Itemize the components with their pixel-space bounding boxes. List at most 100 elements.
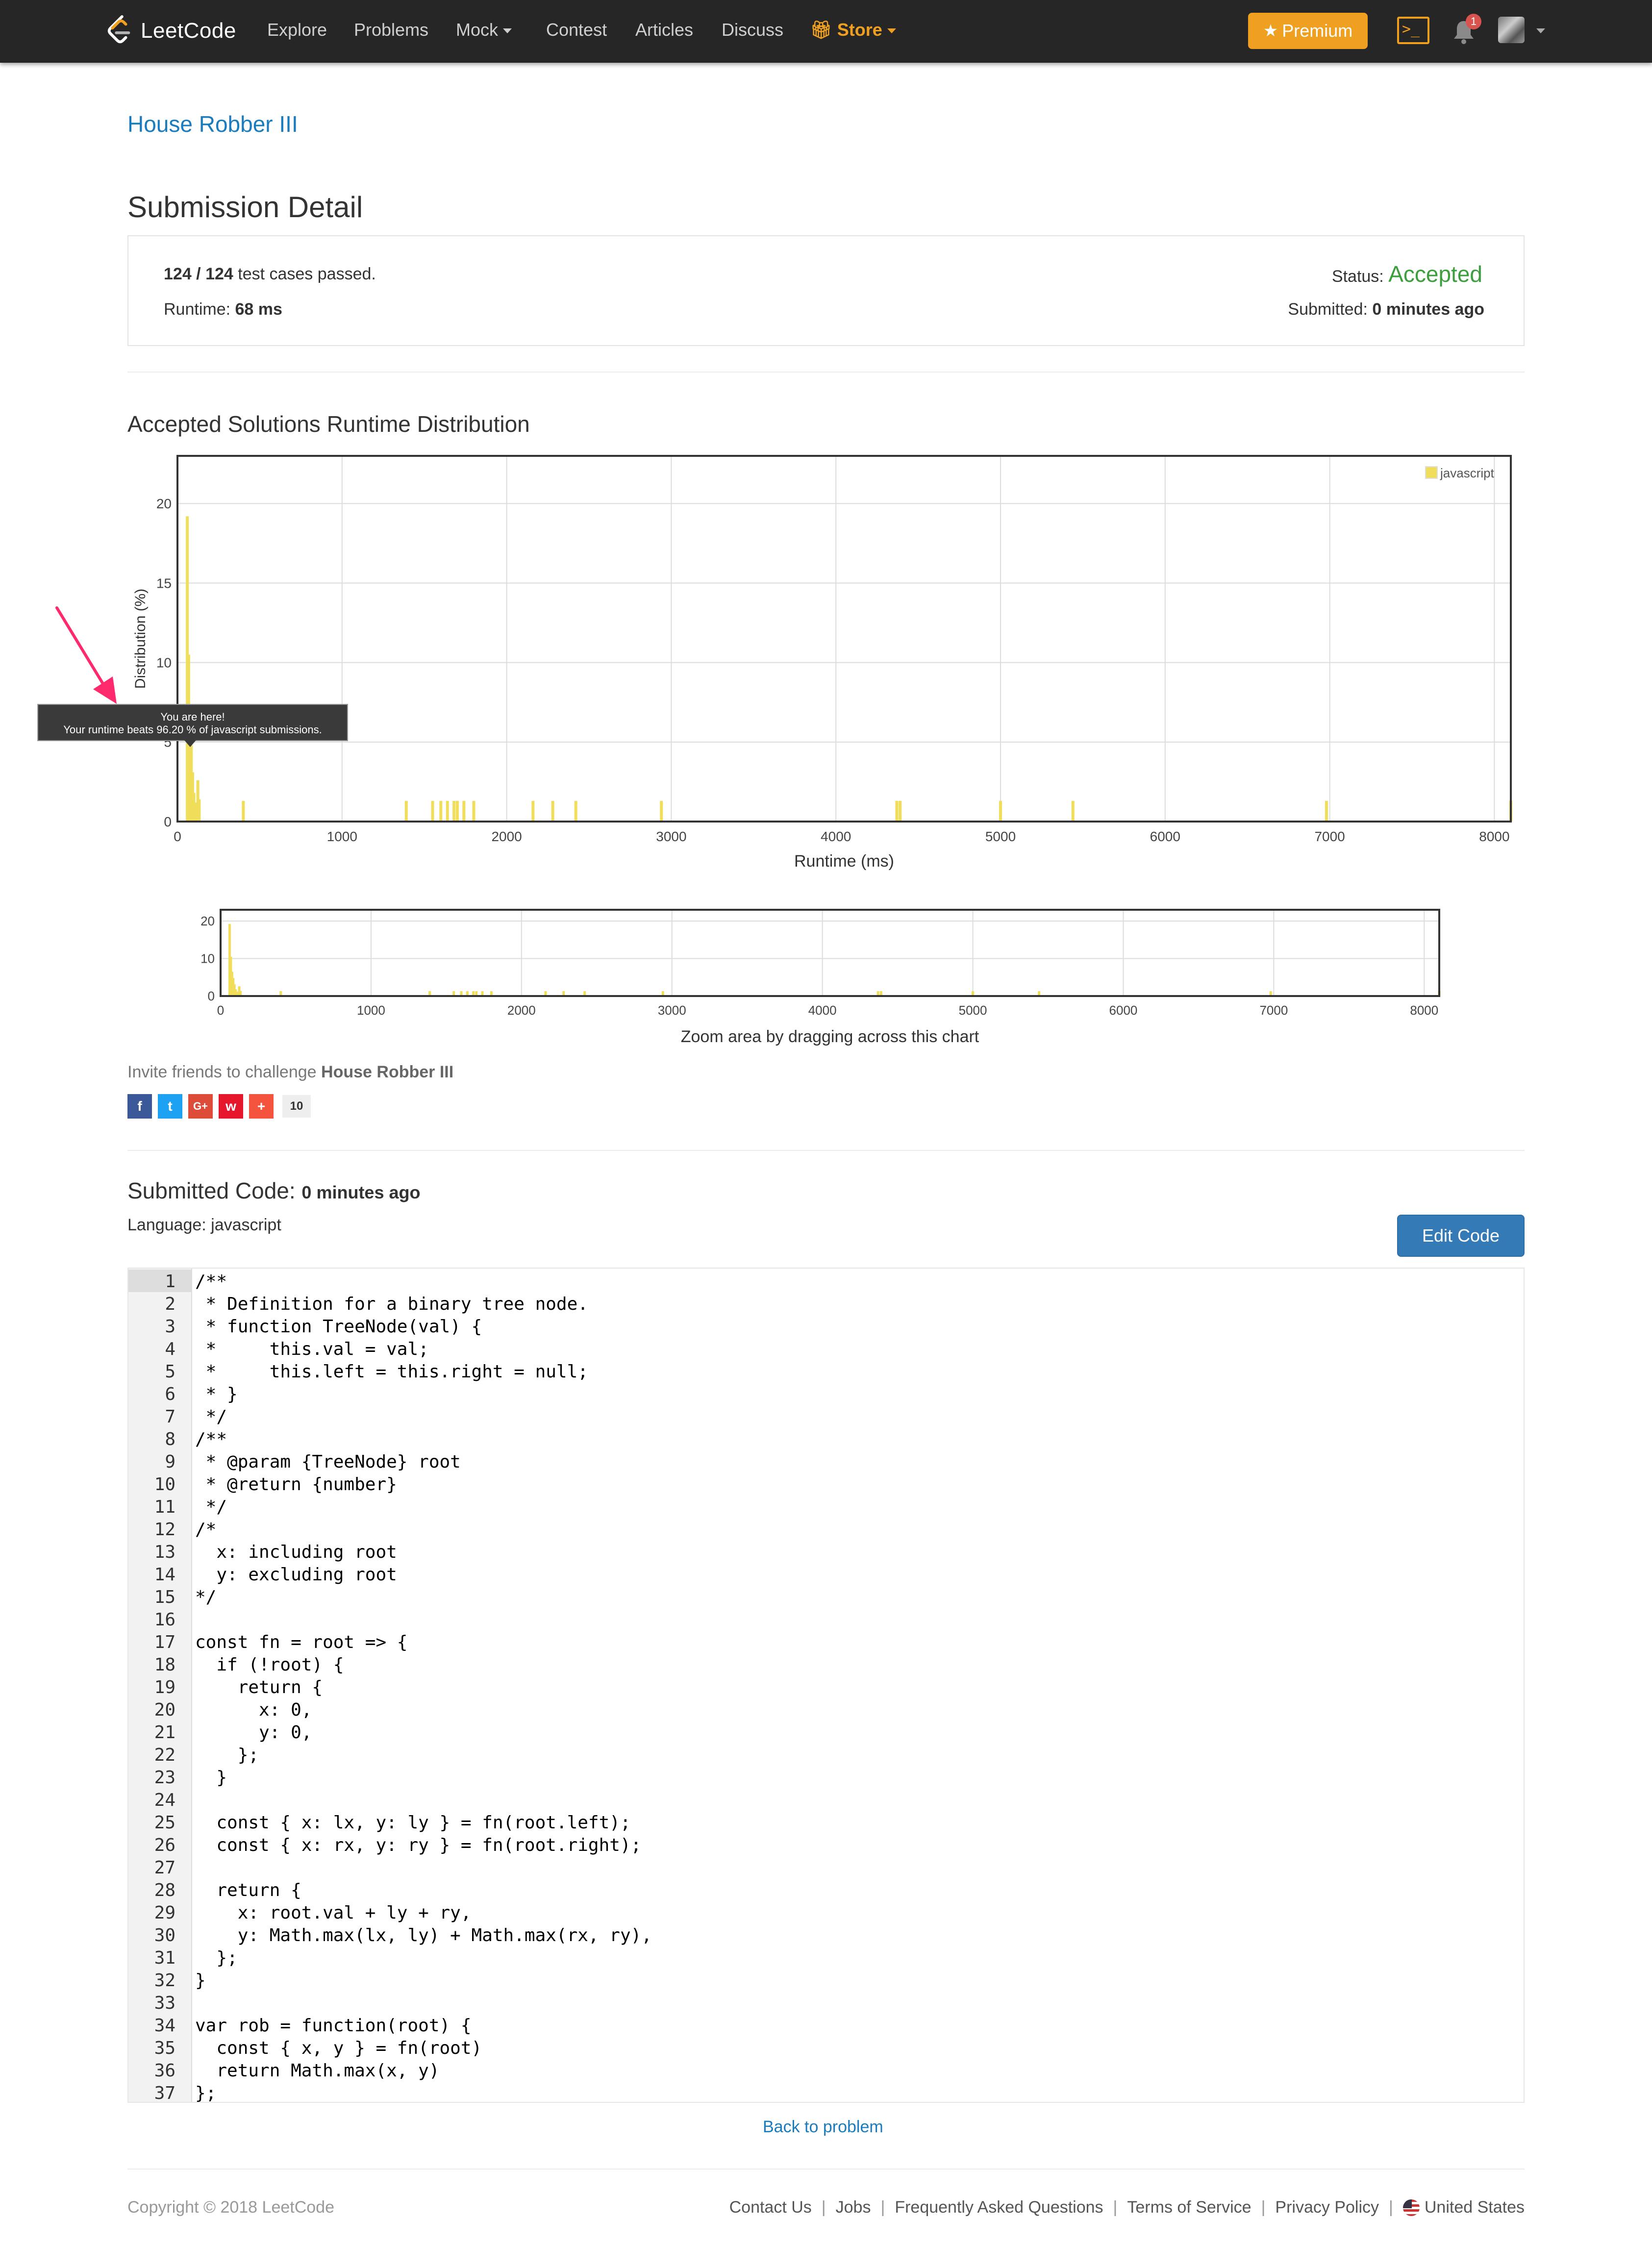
back-to-problem-link[interactable]: Back to problem [763,2118,883,2136]
nav-explore[interactable]: Explore [267,20,327,40]
line-number: 10 [154,1474,175,1495]
distribution-bar [583,991,586,996]
runtime-distribution-chart[interactable]: 0 1000 2000 3000 4000 5000 6000 7000 80000510152… [127,446,1520,877]
status-badge: Accepted [1388,261,1482,287]
code-line: 35 const { x, y } = fn(root) [128,2037,1524,2060]
code-line: 36 return Math.max(x, y) [128,2060,1524,2082]
code-text: var rob = function(root) { [195,2016,472,2036]
edit-code-button[interactable]: Edit Code [1397,1215,1525,1257]
code-text: const { x: rx, y: ry } = fn(root.right); [195,1835,642,1855]
code-text: */ [195,1587,217,1607]
console-icon[interactable]: >_ [1397,17,1429,44]
y-tick-label: 0 [164,814,172,829]
nav-contest[interactable]: Contest [546,20,607,40]
distribution-bar [661,991,664,996]
footer-link-jobs[interactable]: Jobs [835,2198,871,2217]
submitted-code-time: 0 minutes ago [301,1182,421,1202]
footer-link-terms[interactable]: Terms of Service [1127,2198,1252,2217]
problem-title-link[interactable]: House Robber III [127,111,298,137]
leetcode-logo-icon [107,15,130,44]
submitted-code-title: Submitted Code: 0 minutes ago [127,1177,420,1204]
x-tick-label: 3000 [656,829,686,844]
nav-store[interactable]: 🎁︎ Store [810,20,896,40]
submitted-code-label: Submitted Code: [127,1178,302,1203]
code-text: y: 0, [195,1722,312,1743]
line-number: 15 [154,1587,175,1607]
distribution-bar [879,991,882,996]
nav-mock[interactable]: Mock [456,20,512,40]
facebook-share-icon[interactable]: f [127,1094,152,1119]
nav-discuss[interactable]: Discuss [722,20,784,40]
code-text: }; [195,1745,259,1765]
code-line: 33 [128,1992,1524,2015]
line-number: 21 [154,1722,175,1743]
x-tick-label: 0 [217,1003,224,1018]
chevron-down-icon[interactable] [1536,28,1545,33]
code-text: * } [195,1384,238,1404]
code-text: const { x, y } = fn(root) [195,2038,482,2058]
submitted-label: Submitted: [1288,300,1373,319]
distribution-title: Accepted Solutions Runtime Distribution [127,411,530,437]
code-line: 11 */ [128,1496,1524,1519]
logo[interactable]: LeetCode [105,14,236,48]
zoom-navigator-chart[interactable]: 0 1000 2000 3000 4000 5000 6000 7000 8000 0 10 20 Zo… [191,902,1456,1049]
code-line: 27 [128,1857,1524,1879]
weibo-share-icon[interactable]: w [219,1094,243,1119]
footer-link-faq[interactable]: Frequently Asked Questions [895,2198,1103,2217]
divider [127,2169,1525,2170]
code-text: const { x: lx, y: ly } = fn(root.left); [195,1813,631,1833]
twitter-share-icon[interactable]: t [158,1094,182,1119]
distribution-bar [475,991,478,996]
code-text: return Math.max(x, y) [195,2061,440,2081]
code-line: 10 * @return {number} [128,1473,1524,1496]
separator: | [821,2198,826,2217]
code-viewer[interactable]: 1/** 2 * Definition for a binary tree nod… [127,1268,1525,2103]
line-number: 27 [154,1858,175,1878]
more-share-icon[interactable]: + [249,1094,274,1119]
line-number: 5 [165,1362,175,1382]
divider [127,372,1525,373]
top-navbar: LeetCode Explore Problems Mock Contest A… [0,0,1652,63]
code-line: 14 y: excluding root [128,1564,1524,1586]
x-tick-label: 6000 [1109,1003,1138,1018]
line-number: 16 [154,1610,175,1630]
distribution-bar [544,991,547,996]
distribution-bar [472,991,475,996]
distribution-bar [455,800,459,822]
distribution-bar [472,800,476,822]
code-text: */ [195,1497,227,1517]
distribution-bar [972,991,975,996]
footer-link-contact[interactable]: Contact Us [729,2198,812,2217]
nav-problems[interactable]: Problems [354,20,429,40]
language-label: Language: javascript [127,1216,281,1234]
distribution-bar [446,800,449,822]
google-plus-share-icon[interactable]: G+ [188,1094,213,1119]
code-text: }; [195,1948,238,1968]
code-line: 17 const fn = root => { [128,1631,1524,1654]
active-line-highlight [128,1270,191,1292]
invite-problem: House Robber III [321,1063,454,1081]
copyright: Copyright © 2018 LeetCode [127,2198,334,2217]
line-number: 14 [154,1565,175,1585]
separator: | [1113,2198,1118,2217]
avatar[interactable] [1498,17,1525,43]
x-tick-label: 8000 [1410,1003,1438,1018]
code-text: x: root.val + ly + ry, [195,1903,472,1923]
distribution-bar [439,800,443,822]
x-tick-label: 4000 [808,1003,837,1018]
status: Status: Accepted [1332,261,1482,287]
line-number: 22 [154,1745,175,1765]
passed-suffix: test cases passed. [233,265,376,283]
line-number: 13 [154,1542,175,1562]
distribution-bar [895,800,899,822]
code-text: /** [195,1272,227,1292]
nav-articles[interactable]: Articles [635,20,694,40]
premium-button[interactable]: ★ Premium [1248,13,1368,49]
distribution-bar [660,800,663,822]
footer-link-privacy[interactable]: Privacy Policy [1275,2198,1379,2217]
footer-region[interactable]: United States [1424,2198,1525,2217]
distribution-bar [198,799,201,822]
distribution-bar [242,800,245,822]
code-line: 15 */ [128,1586,1524,1609]
line-number: 24 [154,1790,175,1810]
